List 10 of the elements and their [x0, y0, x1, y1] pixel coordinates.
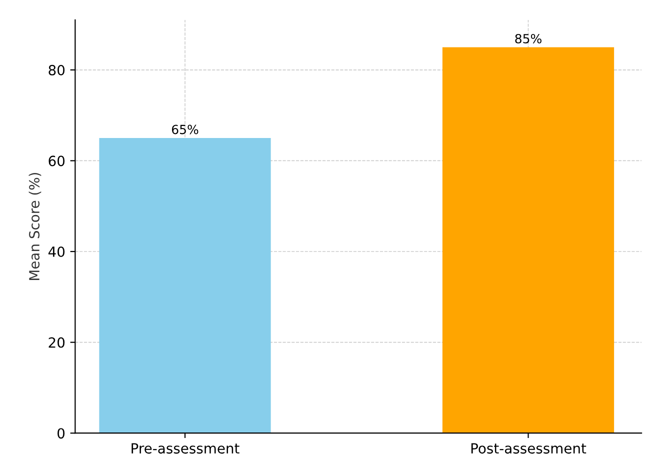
y-tick-label: 60	[48, 156, 65, 166]
y-tick-label: 0	[58, 428, 65, 439]
y-axis-title: Mean Score (%)	[28, 172, 42, 280]
y-tick-label: 40	[48, 246, 65, 257]
y-tick-label: 20	[48, 337, 65, 348]
y-tick-label: 80	[48, 64, 65, 76]
x-tick-label: Pre-assessment	[132, 443, 240, 454]
x-tick-label: Post-assessment	[471, 443, 586, 454]
data-label: 85%	[515, 34, 542, 44]
data-label: 65%	[172, 124, 198, 134]
